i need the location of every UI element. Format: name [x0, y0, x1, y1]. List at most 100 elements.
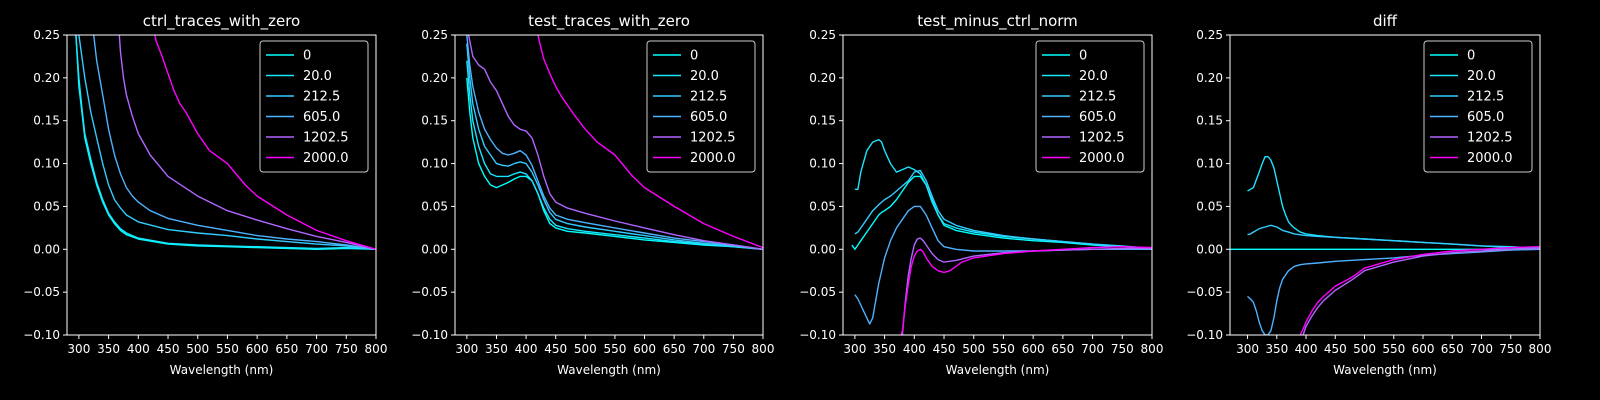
y-tick-label: 0.25 [1196, 28, 1223, 42]
legend: 0 20.0 212.5 605.0 1202.5 2000.0 [646, 40, 756, 173]
series-line-0 [75, 35, 376, 251]
legend-entry-label: 20.0 [1467, 69, 1496, 84]
y-tick-label: 0.20 [1196, 71, 1223, 85]
x-tick-label: 800 [752, 342, 775, 356]
legend-entry-label: 2000.0 [1079, 151, 1125, 166]
x-tick-label: 400 [903, 342, 926, 356]
series-line-2000.0 [154, 35, 376, 250]
legend-box [646, 40, 756, 173]
y-tick-label: −0.05 [411, 285, 448, 299]
x-tick-label: 700 [692, 342, 715, 356]
x-tick-label: 300 [843, 342, 866, 356]
y-tick-label: −0.10 [799, 328, 836, 342]
x-tick-label: 400 [515, 342, 538, 356]
x-tick-label: 400 [127, 342, 150, 356]
chart-title: test_minus_ctrl_norm [917, 12, 1078, 31]
x-tick-label: 350 [1265, 342, 1288, 356]
x-tick-label: 550 [603, 342, 626, 356]
x-axis-label: Wavelength (nm) [1333, 363, 1437, 377]
x-tick-label: 550 [992, 342, 1015, 356]
legend-entry-label: 0 [303, 49, 311, 64]
x-axis-label: Wavelength (nm) [557, 363, 661, 377]
x-tick-label: 450 [157, 342, 180, 356]
chart-panel-0: 300 350 400 450 500 550 600 650 700 750 800 −0.10 −0… [23, 12, 387, 377]
legend-entry-label: 212.5 [1079, 90, 1116, 105]
y-tick-label: 0.25 [421, 28, 448, 42]
legend-entry-label: 212.5 [1467, 90, 1504, 105]
legend-entry-label: 20.0 [303, 69, 332, 84]
chart-title: test_traces_with_zero [528, 12, 690, 31]
x-tick-label: 750 [1111, 342, 1134, 356]
series-line-1202.5 [1302, 247, 1540, 335]
x-tick-label: 650 [1441, 342, 1464, 356]
y-tick-label: −0.05 [23, 285, 60, 299]
y-tick-label: 0.10 [421, 157, 448, 171]
series-line-605.0 [466, 35, 763, 250]
series-line-1202.5 [467, 35, 763, 250]
series-line-2000.0 [537, 35, 763, 249]
x-tick-label: 600 [246, 342, 269, 356]
x-tick-label: 600 [1022, 342, 1045, 356]
legend-entry-label: 20.0 [690, 69, 719, 84]
series-line-20.0 [75, 35, 376, 250]
x-tick-label: 800 [1529, 342, 1552, 356]
x-tick-label: 300 [1236, 342, 1259, 356]
legend-entry-label: 1202.5 [690, 131, 736, 146]
legend: 0 20.0 212.5 605.0 1202.5 2000.0 [259, 40, 369, 173]
x-tick-label: 650 [1051, 342, 1074, 356]
x-tick-label: 800 [1141, 342, 1164, 356]
legend-box [259, 40, 369, 173]
x-tick-label: 400 [1295, 342, 1318, 356]
legend: 0 20.0 212.5 605.0 1202.5 2000.0 [1035, 40, 1145, 173]
axes-frame [1229, 34, 1541, 336]
y-tick-label: −0.10 [1186, 328, 1223, 342]
series-line-212.5 [854, 169, 1152, 250]
legend: 0 20.0 212.5 605.0 1202.5 2000.0 [1423, 40, 1533, 173]
x-tick-label: 600 [1412, 342, 1435, 356]
series-line-605.0 [93, 35, 376, 250]
x-tick-label: 350 [485, 342, 508, 356]
y-tick-label: −0.05 [1186, 285, 1223, 299]
series-line-20.0 [466, 60, 763, 250]
legend-entry-label: 605.0 [303, 110, 340, 125]
x-tick-label: 700 [1470, 342, 1493, 356]
x-tick-label: 300 [67, 342, 90, 356]
y-tick-label: 0.25 [33, 28, 60, 42]
series-group [466, 35, 763, 250]
y-tick-label: 0.10 [1196, 157, 1223, 171]
legend-entry-label: 0 [1079, 49, 1087, 64]
y-tick-label: 0.10 [809, 157, 836, 171]
series-group [851, 138, 1152, 335]
x-axis-label: Wavelength (nm) [170, 363, 274, 377]
y-tick-label: 0.00 [809, 242, 836, 256]
x-tick-label: 450 [933, 342, 956, 356]
legend-entry-label: 212.5 [303, 90, 340, 105]
y-tick-label: −0.10 [23, 328, 60, 342]
x-tick-label: 300 [455, 342, 478, 356]
y-tick-label: 0.20 [421, 71, 448, 85]
x-tick-label: 650 [663, 342, 686, 356]
chart-panel-2: 300 350 400 450 500 550 600 650 700 750 800 −0.10 −0… [799, 12, 1163, 377]
legend-entry-label: 2000.0 [690, 151, 736, 166]
y-tick-label: −0.05 [799, 285, 836, 299]
x-tick-label: 500 [186, 342, 209, 356]
x-tick-label: 800 [365, 342, 388, 356]
x-axis-label: Wavelength (nm) [946, 363, 1050, 377]
x-tick-label: 650 [275, 342, 298, 356]
legend-entry-label: 0 [690, 49, 698, 64]
legend-entry-label: 1202.5 [1467, 131, 1513, 146]
legend-box [1035, 40, 1145, 173]
legend-entry-label: 1202.5 [303, 131, 349, 146]
y-tick-label: 0.20 [809, 71, 836, 85]
y-tick-label: 0.15 [1196, 114, 1223, 128]
x-tick-label: 700 [1081, 342, 1104, 356]
chart-panel-3: 300 350 400 450 500 550 600 650 700 750 800 −0.10 −0… [1186, 12, 1551, 377]
y-tick-label: 0.00 [421, 242, 448, 256]
series-line-1202.5 [118, 35, 376, 250]
y-tick-label: 0.05 [33, 199, 60, 213]
x-tick-label: 750 [335, 342, 358, 356]
legend-entry-label: 2000.0 [303, 151, 349, 166]
x-tick-label: 700 [305, 342, 328, 356]
x-tick-label: 550 [1382, 342, 1405, 356]
series-line-2000.0 [1299, 246, 1540, 335]
